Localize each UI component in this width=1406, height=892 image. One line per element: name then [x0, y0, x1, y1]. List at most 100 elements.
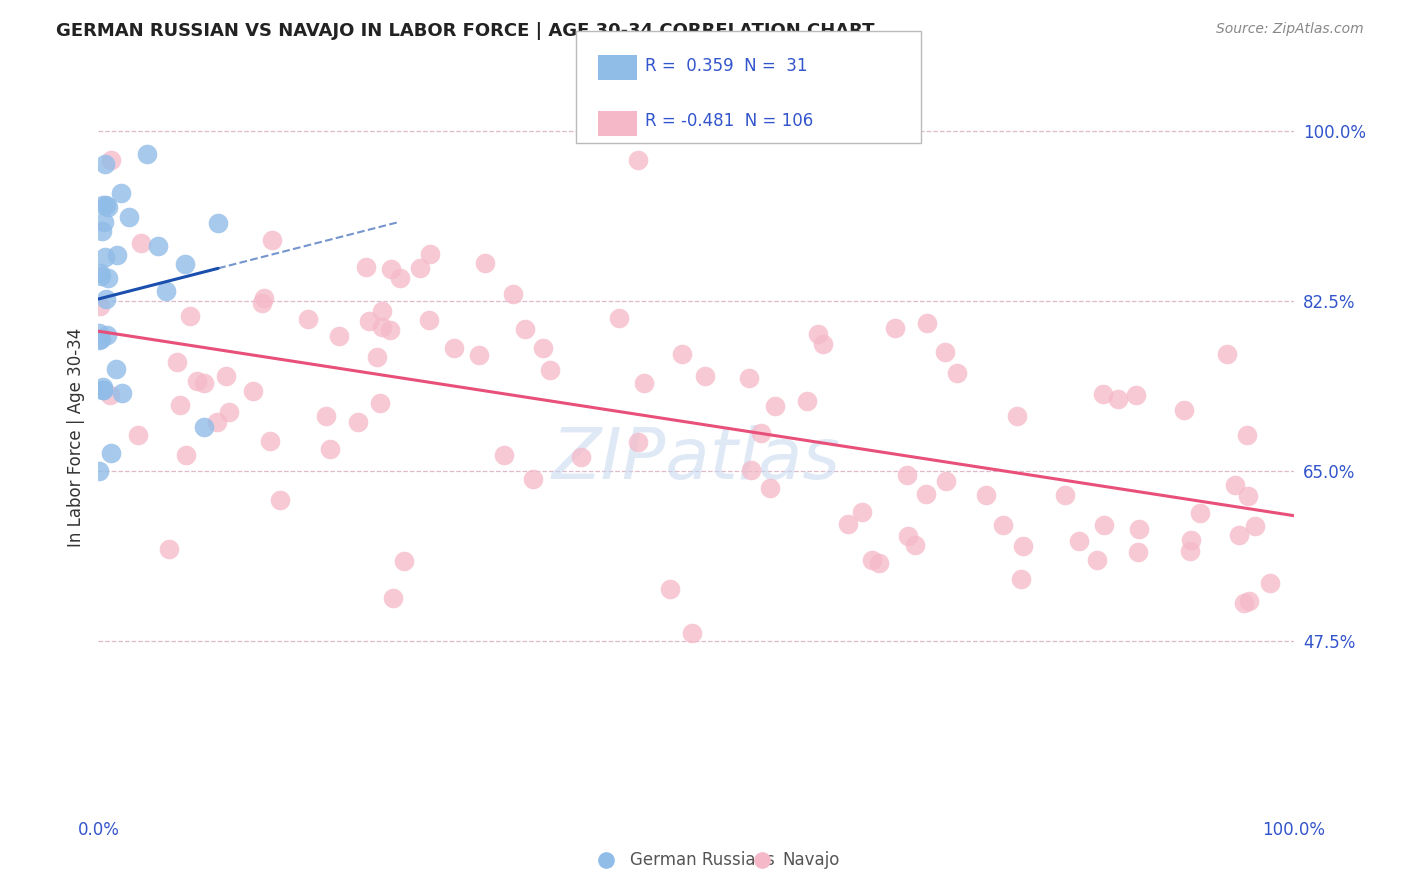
Point: [169, 399, 191, 413]
Point: [186, 374, 208, 388]
Point: [976, 488, 998, 502]
Point: [492, 448, 515, 462]
Point: [693, 369, 716, 384]
Point: [129, 235, 152, 250]
Point: [468, 348, 491, 362]
Point: [110, 386, 132, 401]
Point: [91, 197, 114, 211]
Point: [179, 309, 201, 323]
Point: [1244, 519, 1267, 533]
Point: [914, 486, 936, 500]
Point: [166, 355, 188, 369]
Point: [1067, 533, 1090, 548]
Point: [515, 322, 537, 336]
Point: [127, 428, 149, 442]
Point: [136, 147, 159, 161]
Point: [1233, 595, 1256, 609]
Point: [860, 553, 883, 567]
Point: [1054, 487, 1077, 501]
Point: [1085, 553, 1108, 567]
Point: [868, 557, 890, 571]
Point: [96, 327, 118, 342]
Point: [87, 326, 110, 340]
Point: [627, 153, 650, 167]
Point: [357, 313, 380, 327]
Point: [1173, 403, 1195, 417]
Point: [207, 216, 229, 230]
Point: [418, 312, 440, 326]
Point: [389, 270, 412, 285]
Point: [1236, 489, 1258, 503]
Point: [174, 448, 197, 462]
Point: [100, 446, 122, 460]
Point: [1092, 518, 1115, 533]
Point: [98, 388, 121, 402]
Point: [89, 266, 111, 280]
Point: [538, 363, 561, 377]
Point: [1091, 387, 1114, 401]
Text: ZIPatlas: ZIPatlas: [551, 425, 841, 494]
Text: Navajo: Navajo: [782, 852, 839, 870]
Point: [252, 291, 274, 305]
Point: [105, 248, 128, 262]
Point: [851, 505, 873, 519]
Point: [1216, 346, 1239, 360]
Point: [1227, 527, 1250, 541]
Point: [371, 303, 394, 318]
Text: GERMAN RUSSIAN VS NAVAJO IN LABOR FORCE | AGE 30-34 CORRELATION CHART: GERMAN RUSSIAN VS NAVAJO IN LABOR FORCE …: [56, 22, 875, 40]
Point: [94, 157, 117, 171]
Point: [193, 376, 215, 391]
Point: [269, 493, 291, 508]
Point: [807, 326, 830, 341]
Point: [522, 472, 544, 486]
Point: [758, 481, 780, 495]
Point: [1188, 506, 1211, 520]
Point: [837, 517, 859, 532]
Point: [1180, 533, 1202, 547]
Point: [392, 554, 415, 568]
Point: [90, 333, 112, 347]
Point: [371, 319, 394, 334]
Point: [259, 434, 281, 449]
Point: [100, 153, 122, 167]
Point: [328, 329, 350, 343]
Point: [157, 542, 180, 557]
Point: [205, 415, 228, 429]
Point: [1128, 522, 1150, 536]
Point: [917, 316, 939, 330]
Point: [260, 233, 283, 247]
Point: [896, 467, 918, 482]
Point: [1010, 572, 1032, 586]
Point: [765, 399, 787, 413]
Point: [1178, 543, 1201, 558]
Point: [738, 371, 761, 385]
Point: [671, 347, 693, 361]
Point: [1107, 392, 1129, 406]
Point: [215, 368, 238, 383]
Point: [681, 625, 703, 640]
Point: [91, 384, 114, 398]
Point: [148, 239, 170, 253]
Point: [315, 409, 337, 423]
Point: [91, 380, 114, 394]
Point: [378, 323, 401, 337]
Point: [193, 420, 215, 434]
Point: [91, 224, 114, 238]
Point: [1258, 575, 1281, 590]
Point: [173, 257, 195, 271]
Point: [89, 333, 111, 347]
Point: [319, 442, 342, 456]
Point: [896, 528, 918, 542]
Point: [633, 376, 655, 391]
Point: [380, 261, 402, 276]
Point: [1237, 594, 1260, 608]
Point: [749, 425, 772, 440]
Point: [1005, 409, 1028, 424]
Point: [740, 463, 762, 477]
Point: [607, 311, 630, 326]
Point: [347, 415, 370, 429]
Point: [796, 394, 818, 409]
Point: [87, 464, 110, 478]
Point: [97, 271, 120, 285]
Point: [104, 362, 127, 376]
